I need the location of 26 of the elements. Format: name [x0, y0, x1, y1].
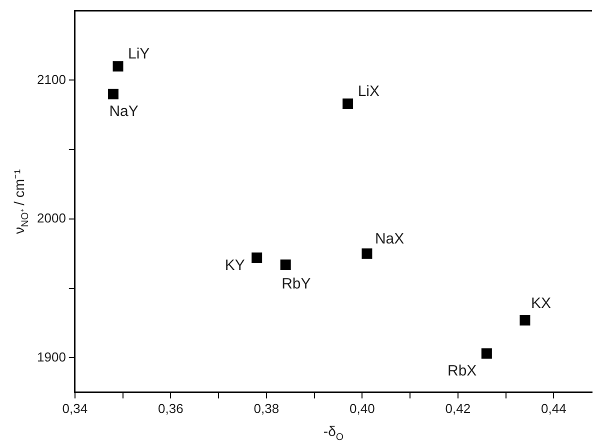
- x-tick-label: 0,40: [350, 400, 375, 416]
- x-tick-label: 0,36: [158, 400, 184, 416]
- annotation: KX: [530, 295, 551, 312]
- annotation: NaY: [109, 103, 138, 120]
- point: [112, 61, 124, 72]
- x-tick-label: 0,38: [254, 400, 280, 416]
- point: [362, 248, 372, 259]
- annotation: LiY: [128, 45, 150, 62]
- annotation: RbY: [282, 276, 311, 293]
- x-tick-label: 0,34: [62, 400, 88, 416]
- point: [280, 259, 291, 270]
- point: [342, 98, 354, 110]
- annotation: NaX: [374, 230, 404, 248]
- annotation: LiX: [358, 82, 380, 100]
- annotation: KY: [224, 256, 245, 274]
- y-tick-label: 1900: [37, 349, 66, 364]
- annotation: RbX: [447, 362, 477, 380]
- point: [481, 348, 492, 359]
- x-tick-label: 0,42: [445, 400, 471, 416]
- y-axis-title: νNO⁺ / cm⁻¹: [11, 168, 32, 234]
- y-tick-label: 2000: [37, 210, 66, 226]
- x-tick-label: 0,44: [541, 400, 566, 416]
- point: [108, 88, 118, 100]
- y-tick-label: 2100: [37, 72, 66, 87]
- point: [252, 252, 262, 264]
- point: [520, 315, 530, 326]
